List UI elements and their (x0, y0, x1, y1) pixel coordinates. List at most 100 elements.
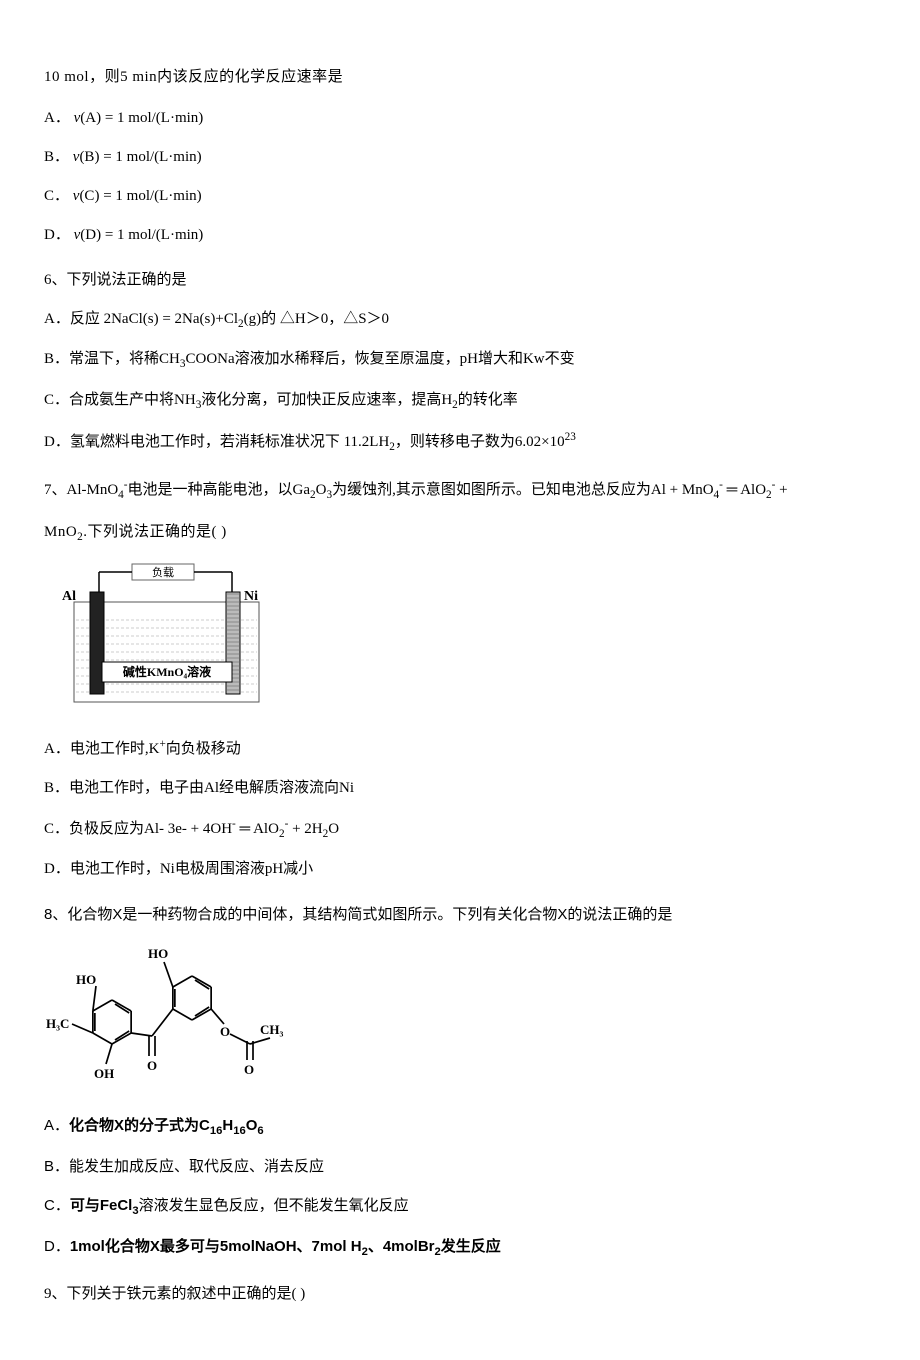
q5-option-c: C． v(C) = 1 mol/(L·min) (44, 183, 876, 210)
species: (B) (79, 149, 99, 165)
txt: 合成氨生产中将NH (69, 392, 196, 408)
svg-text:H₃C: H₃C (46, 1016, 69, 1031)
sup: 23 (565, 431, 576, 443)
svg-text:负载: 负载 (152, 565, 174, 579)
txt: 化合物X的分子式为C (69, 1117, 210, 1134)
q6-option-b: B．常温下，将稀CH3COONa溶液加水稀释后，恢复至原温度，pH增大和Kw不变 (44, 346, 876, 374)
q7-option-c: C．负极反应为Al- 3e- + 4OH- ═ AlO2- + 2H2O (44, 814, 876, 844)
q7-option-b: B．电池工作时，电子由Al经电解质溶液流向Ni (44, 775, 876, 802)
sub: 16 (233, 1125, 246, 1137)
txt: 负极反应为Al- 3e- + 4OH (69, 821, 232, 837)
q8-option-d: D．1mol化合物X最多可与5molNaOH、7mol H2、4molBr2发生… (44, 1233, 876, 1262)
svg-text:碱性KMnO₄溶液: 碱性KMnO₄溶液 (123, 664, 211, 679)
opt-label: D． (44, 434, 70, 450)
txt: 1mol化合物X最多可与5molNaOH、7mol H (70, 1238, 362, 1255)
txt: 向负极移动 (166, 741, 241, 757)
svg-text:O: O (147, 1058, 157, 1073)
txt: 常温下，将稀CH (69, 351, 180, 367)
molecule-svg: H₃C HO OH O HO O O CH₃ (44, 940, 284, 1090)
q8-stem: 8、化合物X是一种药物合成的中间体，其结构简式如图所示。下列有关化合物X的说法正… (44, 901, 876, 928)
rest: = 1 mol/(L·min) (99, 149, 201, 165)
opt-label: C． (44, 188, 69, 204)
species: (A) (80, 110, 101, 126)
molecule-diagram: H₃C HO OH O HO O O CH₃ (44, 940, 876, 1100)
txt: 的转化率 (458, 392, 518, 408)
battery-svg: 负载 Al Ni 碱性KMnO₄溶液 (44, 562, 274, 712)
opt-label: B． (44, 149, 69, 165)
species: (C) (79, 188, 99, 204)
txt: 电池工作时，电子由Al经电解质溶液流向Ni (69, 780, 354, 796)
txt: .下列说法正确的是( ) (83, 524, 227, 540)
txt: 可与FeCl (70, 1197, 133, 1214)
q6-option-a: A．反应 2NaCl(s) = 2Na(s)+Cl2(g)的 △H＞0，△S＞0 (44, 306, 876, 334)
txt: 液化分离，可加快正反应速率，提高H (201, 392, 452, 408)
opt-label: A． (44, 1117, 69, 1134)
sub: 6 (257, 1125, 263, 1137)
q7-stem-line2: MnO2.下列说法正确的是( ) (44, 519, 876, 547)
txt: ═ AlO (236, 821, 279, 837)
txt: 电池是一种高能电池，以Ga (128, 482, 311, 498)
txt: 溶液发生显色反应，但不能发生氧化反应 (139, 1197, 409, 1214)
txt: 能发生加成反应、取代反应、消去反应 (69, 1158, 324, 1175)
svg-text:Al: Al (62, 589, 76, 604)
txt: O (246, 1117, 258, 1134)
svg-text:HO: HO (76, 972, 96, 987)
rest: = 1 mol/(L·min) (101, 110, 203, 126)
txt: O (316, 482, 327, 498)
txt: 发生反应 (441, 1238, 501, 1255)
svg-text:O: O (220, 1024, 230, 1039)
q8-option-a: A．化合物X的分子式为C16H16O6 (44, 1112, 876, 1141)
rest: = 1 mol/(L·min) (101, 227, 203, 243)
opt-label: D． (44, 1238, 70, 1255)
txt: COONa溶液加水稀释后，恢复至原温度，pH增大和Kw不变 (185, 351, 574, 367)
txt: ，则转移电子数为6.02×10 (395, 434, 565, 450)
svg-text:Ni: Ni (244, 589, 258, 604)
q8-option-b: B．能发生加成反应、取代反应、消去反应 (44, 1153, 876, 1180)
txt: + (775, 482, 787, 498)
species: (D) (80, 227, 101, 243)
svg-text:O: O (244, 1062, 254, 1077)
q7-stem: 7、Al-MnO4-电池是一种高能电池，以Ga2O3为缓蚀剂,其示意图如图所示。… (44, 475, 876, 505)
txt: 反应 2NaCl(s) = 2Na(s)+Cl (70, 311, 238, 327)
svg-text:OH: OH (94, 1066, 114, 1081)
q5-option-b: B． v(B) = 1 mol/(L·min) (44, 144, 876, 171)
txt: (g)的 △H＞0，△S＞0 (244, 311, 389, 327)
rest: = 1 mol/(L·min) (99, 188, 201, 204)
txt: 为缓蚀剂,其示意图如图所示。已知电池总反应为Al + MnO (332, 482, 713, 498)
txt: MnO (44, 524, 77, 540)
txt: 电池工作时,K (70, 741, 160, 757)
sub: 16 (210, 1125, 223, 1137)
opt-label: A． (44, 311, 70, 327)
opt-label: A． (44, 110, 70, 126)
opt-label: C． (44, 392, 69, 408)
txt: 7、Al-MnO (44, 482, 118, 498)
svg-text:CH₃: CH₃ (260, 1022, 284, 1037)
opt-label: A． (44, 741, 70, 757)
opt-label: C． (44, 821, 69, 837)
q9-stem: 9、下列关于铁元素的叙述中正确的是( ) (44, 1281, 876, 1308)
opt-label: B． (44, 1158, 69, 1175)
txt: O (328, 821, 339, 837)
q5-option-a: A． v(A) = 1 mol/(L·min) (44, 105, 876, 132)
q6-option-d: D．氢氧燃料电池工作时，若消耗标准状况下 11.2LH2，则转移电子数为6.02… (44, 427, 876, 457)
opt-label: B． (44, 351, 69, 367)
txt: 电池工作时，Ni电极周围溶液pH减小 (70, 861, 313, 877)
txt: + 2H (288, 821, 322, 837)
q7-option-d: D．电池工作时，Ni电极周围溶液pH减小 (44, 856, 876, 883)
battery-diagram: 负载 Al Ni 碱性KMnO₄溶液 (44, 562, 876, 722)
txt: 氢氧燃料电池工作时，若消耗标准状况下 11.2LH (70, 434, 389, 450)
svg-text:HO: HO (148, 946, 168, 961)
q6-stem: 6、下列说法正确的是 (44, 267, 876, 294)
q7-option-a: A．电池工作时,K+向负极移动 (44, 734, 876, 763)
opt-label: B． (44, 780, 69, 796)
intro-fragment: 10 mol，则5 min内该反应的化学反应速率是 (44, 64, 876, 91)
opt-label: D． (44, 227, 70, 243)
txt: H (222, 1117, 233, 1134)
q6-option-c: C．合成氨生产中将NH3液化分离，可加快正反应速率，提高H2的转化率 (44, 387, 876, 415)
q8-option-c: C．可与FeCl3溶液发生显色反应，但不能发生氧化反应 (44, 1192, 876, 1221)
txt: 、4molBr (368, 1238, 435, 1255)
q5-option-d: D． v(D) = 1 mol/(L·min) (44, 222, 876, 249)
opt-label: D． (44, 861, 70, 877)
opt-label: C． (44, 1197, 70, 1214)
txt: ═ AlO (723, 482, 766, 498)
